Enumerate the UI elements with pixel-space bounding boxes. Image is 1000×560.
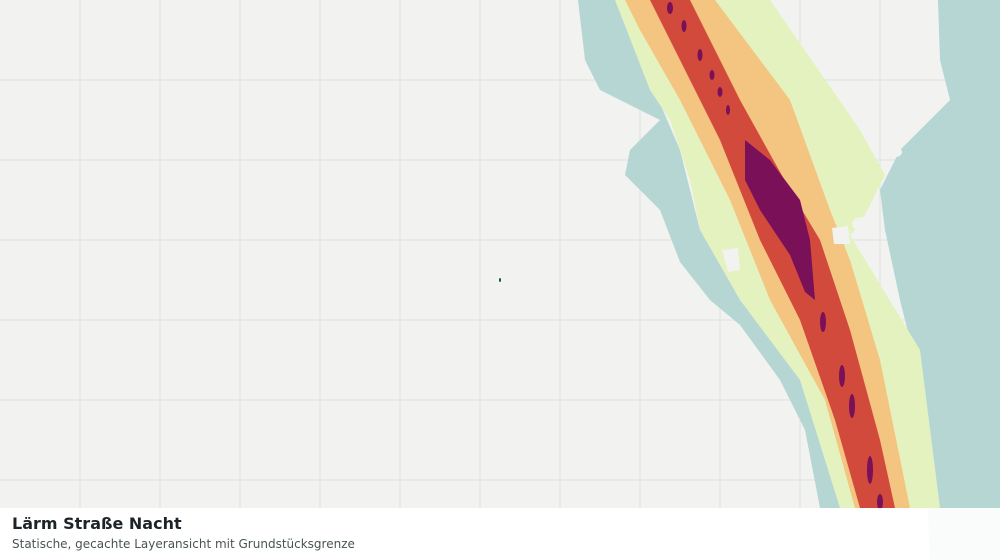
water-right — [880, 0, 1000, 560]
marker — [499, 278, 501, 282]
noise-band-high — [650, 0, 895, 508]
islands — [722, 147, 902, 272]
subtitle: Statische, gecachte Layeransicht mit Gru… — [12, 537, 355, 551]
caption: Lärm Straße Nacht Statische, gecachte La… — [0, 508, 1000, 560]
title: Lärm Straße Nacht — [12, 514, 182, 533]
noise-peak-spots — [667, 2, 883, 510]
water-left — [578, 0, 840, 508]
noise-band-peak — [745, 140, 815, 300]
